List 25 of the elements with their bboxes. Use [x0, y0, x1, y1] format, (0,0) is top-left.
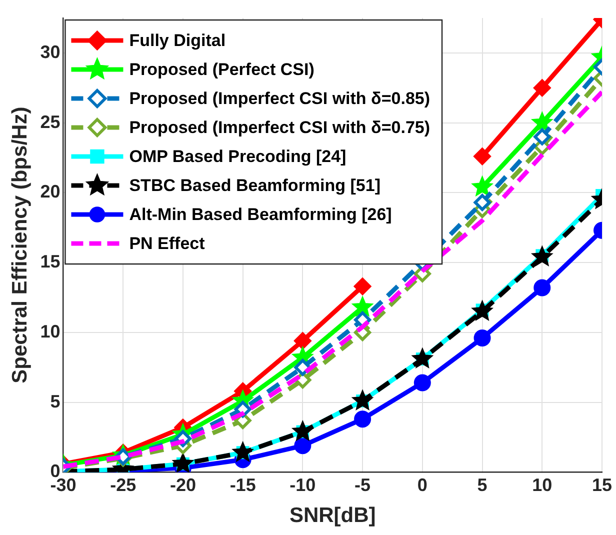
legend-label: PN Effect: [129, 234, 206, 254]
x-tick-label: -20: [170, 474, 196, 495]
y-tick-label: 25: [40, 112, 60, 132]
x-axis-title: SNR[dB]: [289, 504, 376, 528]
y-tick-label: 15: [40, 252, 60, 272]
y-axis-title: Spectral Efficiency (bps/Hz): [8, 106, 32, 384]
x-tick-label: 5: [477, 474, 488, 495]
legend-label: Proposed (Perfect CSI): [129, 60, 314, 80]
legend-label: Proposed (Imperfect CSI with δ=0.75): [129, 118, 430, 138]
x-tick-label: -25: [110, 474, 136, 495]
legend-label: STBC Based Beamforming [51]: [129, 176, 381, 196]
x-tick-label: 0: [417, 474, 428, 495]
legend-label: OMP Based Precoding [24]: [129, 147, 346, 166]
legend-label: Proposed (Imperfect CSI with δ=0.85): [129, 89, 430, 108]
x-tick-label: 15: [592, 474, 612, 495]
y-tick-label: 10: [40, 321, 60, 342]
x-tick-label: -10: [290, 474, 316, 495]
x-tick-label: 10: [532, 474, 552, 495]
x-tick-label: -5: [354, 474, 371, 495]
y-tick-label: 5: [50, 391, 60, 412]
y-tick-label: 30: [40, 42, 60, 62]
y-tick-label: 20: [40, 182, 60, 202]
x-tick-label: -15: [230, 474, 256, 495]
legend-label: Fully Digital: [129, 31, 226, 50]
legend-label: Alt-Min Based Beamforming [26]: [129, 205, 392, 224]
